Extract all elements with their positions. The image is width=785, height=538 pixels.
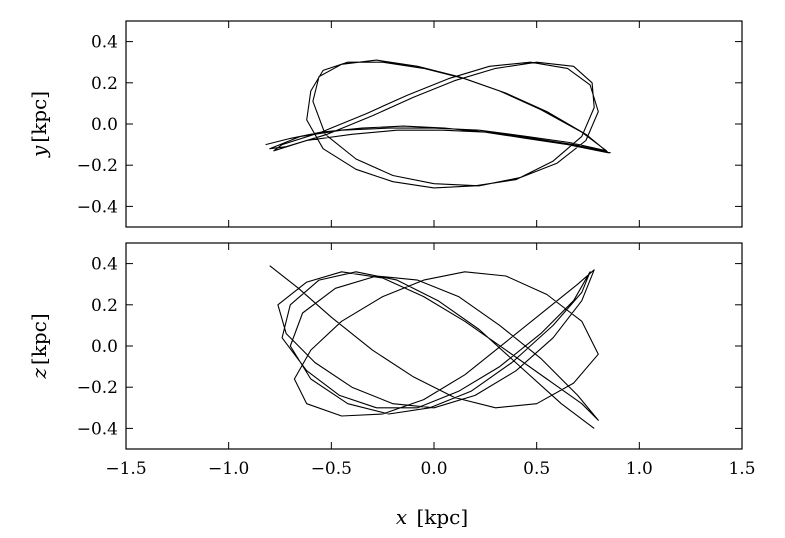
y-axis-label-unit: [kpc]: [27, 91, 51, 143]
x-tick-label: −1.0: [208, 459, 249, 479]
y-tick-label: 0.4: [91, 255, 118, 275]
y-tick-label: 0.4: [91, 33, 118, 53]
y-tick-label: 0.2: [91, 296, 118, 316]
x-tick-label: 1.0: [626, 459, 653, 479]
y-tick-label: 0.2: [91, 74, 118, 94]
x-tick-label: 1.5: [728, 459, 755, 479]
x-tick-label: 0.0: [420, 459, 447, 479]
x-axis-label: x [kpc]: [396, 505, 468, 529]
x-axis-label-unit: [kpc]: [416, 505, 468, 529]
orbit-series-top: [265, 59, 611, 189]
y-axis-label-top: y [kpc]: [27, 91, 51, 158]
plot-frame-top: [125, 20, 743, 228]
y-tick-label: 0.0: [91, 115, 118, 135]
y-tick-label: −0.2: [77, 378, 118, 398]
y-tick-label: −0.4: [77, 419, 118, 439]
plot-frame-bottom: [125, 242, 743, 450]
xz-projection-panel: −1.5 −1.0 −0.5 0.0 0.5 1.0 1.5 0.4 0.2 0.0 −0.2 −0.…: [27, 242, 756, 479]
y-axis-label-unit: [kpc]: [27, 313, 51, 365]
x-axis-label-var: x: [396, 505, 407, 529]
xy-projection-panel: 0.4 0.2 0.0 −0.2 −0.4 y [kpc]: [27, 20, 743, 228]
x-tick-label: 0.5: [523, 459, 550, 479]
y-tick-label: 0.0: [91, 337, 118, 357]
y-tick-label: −0.2: [77, 156, 118, 176]
y-axis-label-bottom: z [kpc]: [27, 313, 51, 379]
x-tick-label: −1.5: [105, 459, 146, 479]
y-axis-label-var: z: [27, 368, 51, 380]
x-tick-label: −0.5: [311, 459, 352, 479]
y-axis-label-var: y: [27, 145, 51, 158]
y-tick-label: −0.4: [77, 197, 118, 217]
orbit-series-bottom: [269, 265, 599, 429]
